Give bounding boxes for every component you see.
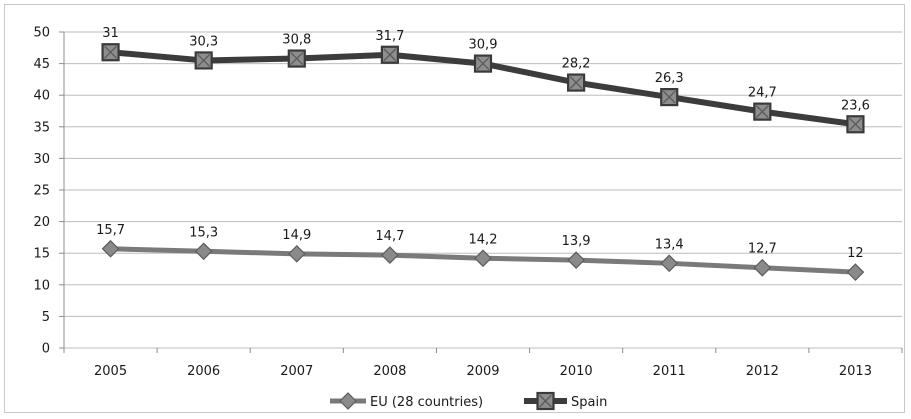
point-eu-28-countries [101, 239, 120, 258]
y-tick-label: 50 [33, 26, 50, 41]
x-axis: 2005 2006 2007 2008 2009 2010 2011 2012 2013 [63, 348, 903, 379]
x-tick-label: 2010 [560, 364, 593, 379]
y-tick-label: 10 [33, 278, 50, 293]
x-tick-label: 2012 [746, 364, 779, 379]
data-label-eu-28-countries: 12 [847, 246, 864, 261]
y-tick-label: 20 [33, 215, 50, 230]
x-tick-label: 2006 [187, 364, 220, 379]
point-eu-28-countries [846, 263, 865, 282]
y-tick-label: 45 [33, 57, 50, 72]
y-tick-label: 5 [42, 310, 50, 325]
data-label-spain: 31 [102, 26, 119, 41]
x-tick-label: 2005 [94, 364, 127, 379]
x-tick-label: 2013 [839, 364, 872, 379]
point-spain-detail [104, 45, 118, 59]
y-tick-label: 0 [42, 342, 50, 357]
legend-swatch-marker-detail [539, 394, 552, 408]
point-spain-detail [848, 117, 862, 131]
point-spain-detail [662, 90, 676, 104]
point-eu-28-countries [287, 244, 306, 263]
data-label-spain: 30,8 [282, 33, 311, 48]
legend-label: Spain [571, 395, 607, 410]
point-eu-28-countries [194, 242, 213, 261]
data-label-eu-28-countries: 15,3 [189, 225, 218, 240]
point-spain-detail [755, 105, 769, 119]
y-tick-label: 35 [33, 120, 50, 135]
point-eu-28-countries [474, 249, 492, 268]
data-labels: 15,7 15,3 14,9 14,7 14,2 13,9 13,4 12,7 12 31 30,3… [96, 26, 870, 261]
point-eu-28-countries [381, 246, 399, 264]
data-label-spain: 30,3 [189, 34, 218, 49]
data-label-eu-28-countries: 13,9 [562, 234, 591, 249]
data-label-spain: 31,7 [375, 29, 404, 44]
x-tick-label: 2009 [466, 364, 499, 379]
legend-item-spain: Spain [524, 391, 607, 411]
legend-label: EU (28 countries) [370, 395, 483, 410]
data-label-spain: 23,6 [841, 98, 870, 113]
data-label-spain: 24,7 [748, 86, 777, 101]
data-label-eu-28-countries: 14,7 [375, 229, 404, 244]
data-label-eu-28-countries: 13,4 [655, 237, 684, 252]
x-tick-label: 2007 [280, 364, 313, 379]
y-tick-label: 30 [33, 152, 50, 167]
y-axis: 0 5 10 15 20 25 30 35 40 45 50 [33, 26, 65, 357]
point-spain-detail [476, 57, 490, 71]
data-label-eu-28-countries: 14,9 [282, 228, 311, 243]
data-label-spain: 30,9 [469, 38, 498, 53]
data-label-eu-28-countries: 14,2 [469, 232, 498, 247]
data-label-eu-28-countries: 15,7 [96, 223, 125, 238]
legend-swatch-marker [339, 392, 357, 410]
point-eu-28-countries [660, 254, 679, 273]
point-eu-28-countries [567, 251, 585, 270]
y-tick-label: 25 [33, 184, 50, 199]
x-tick-label: 2011 [653, 364, 686, 379]
point-spain-detail [569, 76, 583, 90]
series-layer [101, 43, 865, 282]
data-label-eu-28-countries: 12,7 [748, 242, 777, 257]
point-spain-detail [290, 52, 304, 66]
data-label-spain: 26,3 [655, 71, 684, 86]
y-tick-label: 40 [33, 89, 50, 104]
gridlines [64, 31, 902, 349]
y-tick-label: 15 [33, 247, 50, 262]
point-spain-detail [197, 53, 211, 67]
legend-item-eu-28-countries: EU (28 countries) [330, 392, 483, 410]
chart-frame [4, 4, 905, 413]
legend: EU (28 countries) Spain [330, 391, 607, 411]
point-spain-detail [383, 48, 397, 62]
point-eu-28-countries [753, 258, 772, 277]
data-label-spain: 28,2 [562, 57, 591, 72]
x-tick-label: 2008 [373, 364, 406, 379]
